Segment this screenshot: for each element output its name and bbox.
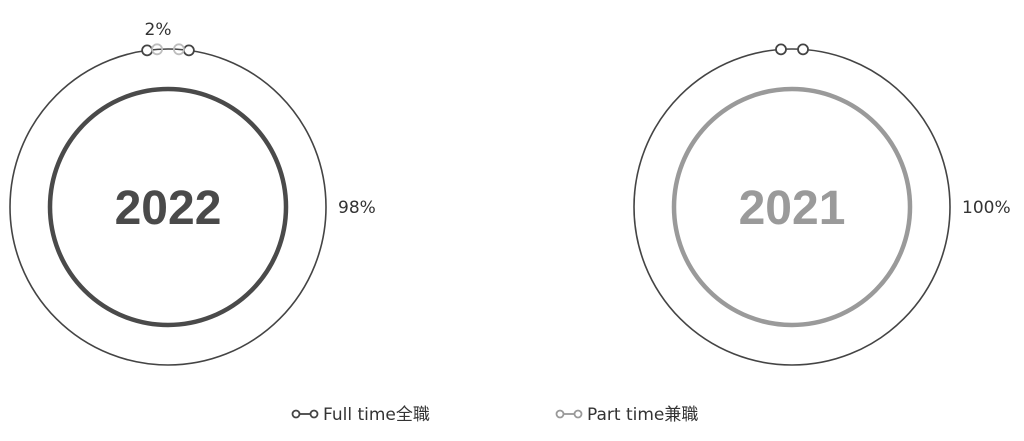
- legend-label: Part time兼職: [587, 405, 698, 425]
- part-time-marker-start: [151, 43, 163, 56]
- outer-ring: [9, 48, 327, 366]
- legend-marker-right-icon: [573, 409, 583, 419]
- legend-marker-left-icon: [555, 409, 565, 419]
- year-label: 2021: [739, 182, 846, 235]
- legend-label: Full time全職: [323, 405, 430, 425]
- full-time-marker-end: [182, 44, 195, 57]
- legend: Full time全職 Part time兼職: [291, 405, 698, 425]
- legend-marker-left-icon: [291, 409, 301, 419]
- part-time-marker-end: [173, 43, 185, 56]
- full-time-percent-label: 100%: [962, 198, 1011, 218]
- legend-marker-right-icon: [309, 409, 319, 419]
- legend-item-full-time: Full time全職: [291, 405, 430, 425]
- donut-chart-2022: 2022 98% 2%: [9, 20, 376, 366]
- year-label: 2022: [115, 182, 222, 235]
- inner-ring: [47, 86, 289, 328]
- outer-ring: [633, 48, 951, 366]
- part-time-percent-label: 2%: [145, 20, 172, 40]
- full-time-percent-label: 98%: [338, 198, 376, 218]
- full-time-marker-end: [797, 43, 809, 56]
- full-time-marker-start: [775, 43, 787, 56]
- donut-chart-2021: 2021 100%: [633, 43, 1011, 366]
- full-time-marker-start: [141, 44, 154, 57]
- legend-item-part-time: Part time兼職: [555, 405, 698, 425]
- inner-ring: [671, 86, 913, 328]
